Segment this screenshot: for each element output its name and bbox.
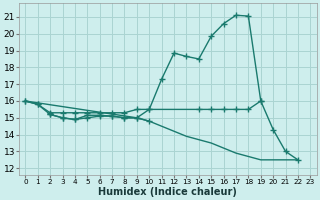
X-axis label: Humidex (Indice chaleur): Humidex (Indice chaleur) [98,187,237,197]
